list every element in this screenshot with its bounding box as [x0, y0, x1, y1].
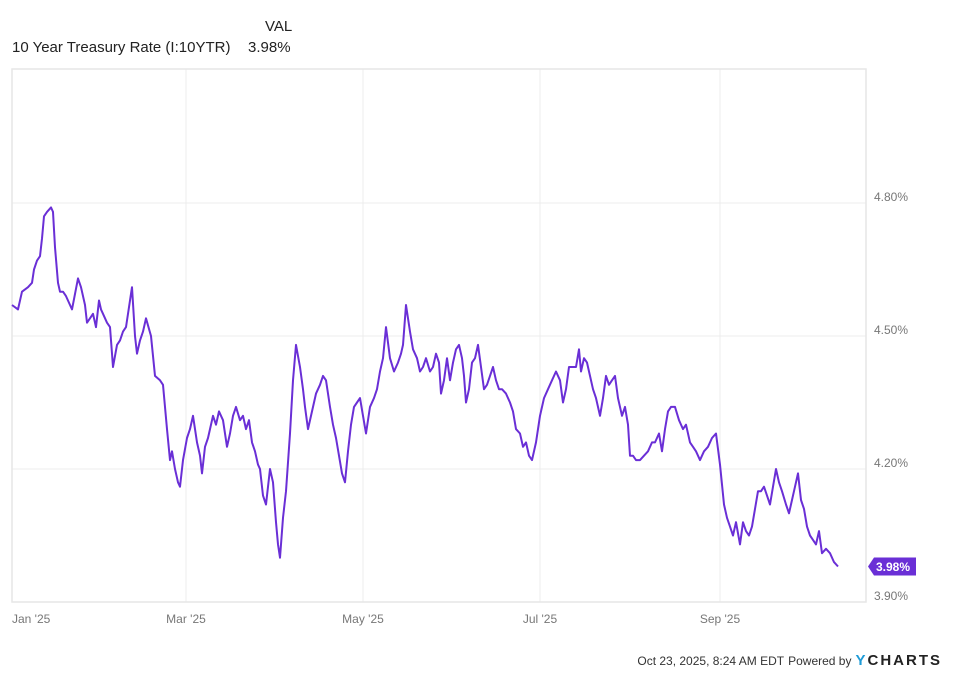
legend-column-header: VAL — [265, 18, 293, 35]
legend-series-value: 3.98% — [248, 39, 291, 56]
y-tick-label: 4.80% — [874, 190, 908, 204]
ycharts-logo-text: CHARTS — [867, 652, 942, 669]
y-axis: 4.80% 4.50% 4.20% 3.90% — [874, 190, 908, 603]
plot-area-border — [11, 68, 867, 603]
ycharts-logo[interactable]: YCHARTS — [855, 652, 942, 669]
chart-footer: Oct 23, 2025, 8:24 AM EDT Powered by YCH… — [637, 652, 942, 669]
timestamp: Oct 23, 2025, 8:24 AM EDT — [637, 653, 785, 668]
x-tick-label: Jul '25 — [523, 612, 558, 626]
x-tick-label: Jan '25 — [12, 612, 51, 626]
powered-by-text: Powered by — [788, 653, 852, 668]
chart-grid — [12, 69, 866, 603]
x-axis: Jan '25 Mar '25 May '25 Jul '25 Sep '25 — [12, 612, 740, 626]
legend-series-name[interactable]: 10 Year Treasury Rate (I:10YTR) — [12, 39, 231, 56]
x-tick-label: Sep '25 — [700, 612, 741, 626]
y-tick-label: 4.50% — [874, 323, 908, 337]
y-tick-label: 4.20% — [874, 456, 908, 470]
ycharts-logo-y: Y — [855, 652, 868, 669]
svg-text:3.98%: 3.98% — [876, 560, 910, 574]
x-tick-label: May '25 — [342, 612, 384, 626]
last-value-badge: 3.98% — [868, 557, 916, 576]
treasury-rate-line[interactable] — [11, 206, 839, 568]
y-tick-label: 3.90% — [874, 589, 908, 603]
x-tick-label: Mar '25 — [166, 612, 206, 626]
